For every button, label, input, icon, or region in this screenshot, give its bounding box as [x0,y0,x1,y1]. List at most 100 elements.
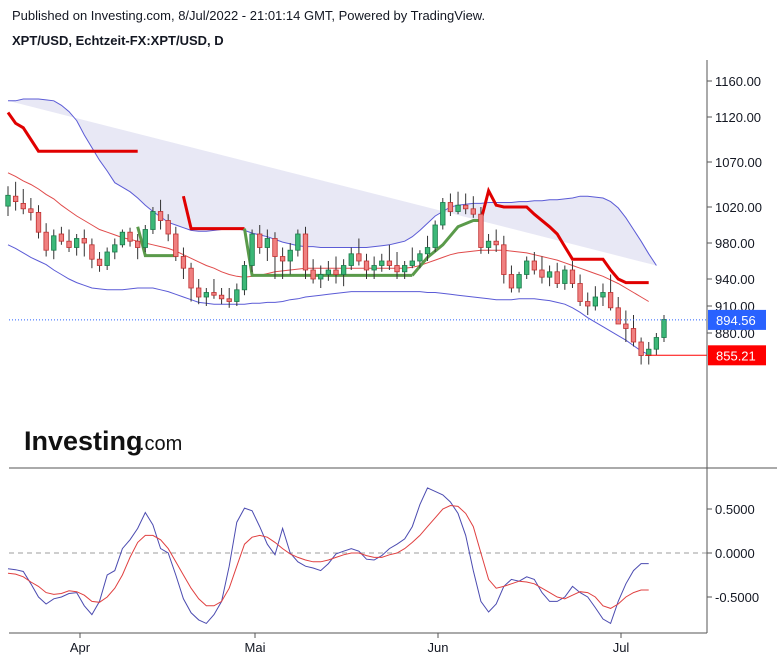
candle[interactable] [569,261,576,288]
candle[interactable] [119,229,126,248]
candle[interactable] [440,198,446,230]
candle[interactable] [89,238,95,269]
candle[interactable] [501,235,507,284]
candle[interactable] [424,235,431,261]
candle[interactable] [51,229,57,260]
candle[interactable] [5,186,11,216]
candle[interactable] [150,207,156,234]
candle[interactable] [600,283,606,307]
candle-body [142,229,148,248]
candle[interactable] [180,247,187,280]
candle[interactable] [218,288,225,305]
candle[interactable] [203,288,209,306]
candle[interactable] [371,256,377,280]
candle[interactable] [554,262,560,288]
candle-body [241,265,248,291]
candle[interactable] [478,207,484,254]
candle[interactable] [112,238,118,260]
candle[interactable] [310,259,316,284]
candle[interactable] [340,259,347,287]
candle[interactable] [592,286,598,311]
candle[interactable] [455,191,461,215]
candle[interactable] [157,199,164,230]
candle[interactable] [623,310,629,343]
candle[interactable] [432,220,438,253]
candle[interactable] [661,315,667,342]
candle[interactable] [234,283,240,307]
candle[interactable] [348,247,354,271]
candle[interactable] [325,261,332,281]
candle[interactable] [653,333,660,356]
candle[interactable] [562,265,568,290]
candle[interactable] [539,256,545,284]
candle[interactable] [43,223,49,257]
candle[interactable] [127,227,133,247]
oscillator-layer [7,487,707,625]
candle-body [356,253,362,262]
candle[interactable] [81,229,87,257]
candle[interactable] [646,342,652,365]
candle[interactable] [264,229,270,262]
candle[interactable] [249,229,255,272]
candle[interactable] [302,226,309,279]
candle[interactable] [226,288,232,308]
candle[interactable] [585,292,591,316]
candle[interactable] [379,253,385,272]
logo-wordmark: Investing [24,426,143,456]
candle[interactable] [546,265,553,287]
candle-body [577,283,583,302]
marker-price-badge [708,345,766,366]
candle[interactable] [165,214,171,242]
candle[interactable] [363,253,370,279]
candle[interactable] [196,279,202,305]
candle[interactable] [615,297,621,325]
candle[interactable] [470,196,476,218]
candle[interactable] [58,226,65,245]
marker-price-label: 855.21 [716,348,756,363]
candle[interactable] [638,337,644,365]
candle-body [20,202,26,210]
candle[interactable] [96,252,103,272]
candle[interactable] [417,250,423,269]
candle[interactable] [577,274,583,307]
candle[interactable] [447,193,454,217]
candle[interactable] [74,234,80,256]
candle[interactable] [356,238,362,266]
candle[interactable] [318,265,324,289]
candle-body [165,220,171,235]
candle[interactable] [409,247,415,269]
candle[interactable] [524,256,530,280]
candle[interactable] [211,279,217,299]
candle[interactable] [402,261,408,279]
candle[interactable] [463,193,469,215]
candle[interactable] [142,225,148,252]
sar-red-segment-2 [181,195,245,231]
candle[interactable] [135,234,141,260]
candle[interactable] [287,243,293,275]
candle-body [394,265,400,273]
candle[interactable] [279,247,286,280]
candle[interactable] [394,252,400,279]
candle[interactable] [508,265,515,293]
candle[interactable] [188,262,194,302]
candle[interactable] [104,247,110,271]
candle[interactable] [516,271,522,293]
candle[interactable] [485,234,492,254]
candle[interactable] [531,252,537,275]
candle[interactable] [12,181,19,211]
candle[interactable] [295,229,301,257]
candle[interactable] [386,244,393,270]
candle[interactable] [257,225,263,254]
candle[interactable] [493,229,499,253]
candle[interactable] [173,226,179,261]
candle[interactable] [28,198,34,221]
candle[interactable] [272,232,278,279]
candle[interactable] [607,274,614,311]
candle[interactable] [66,229,72,253]
candle-body [600,292,606,298]
candle[interactable] [20,189,26,215]
candle[interactable] [35,205,42,239]
candle[interactable] [241,261,248,296]
candle[interactable] [333,256,339,284]
